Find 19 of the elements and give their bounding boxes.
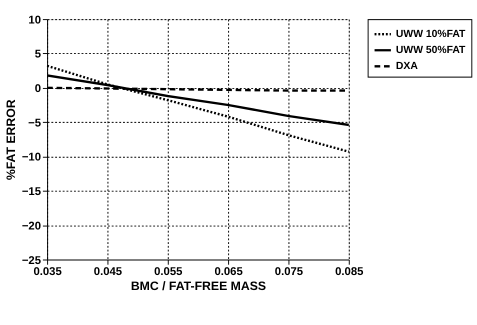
y-tick-label: −10 <box>22 152 42 164</box>
x-tick-label: 0.085 <box>335 266 364 278</box>
legend-label: UWW 50%FAT <box>396 45 466 56</box>
x-tick-label: 0.035 <box>33 266 62 278</box>
y-axis-title: %FAT ERROR <box>4 99 18 180</box>
y-tick-label: 5 <box>34 48 42 61</box>
legend-label: UWW 10%FAT <box>396 29 466 40</box>
y-tick-label: 0 <box>34 83 42 96</box>
y-tick-label: −15 <box>22 186 42 198</box>
y-tick-label: 10 <box>28 14 42 26</box>
x-tick-label: 0.065 <box>214 266 243 278</box>
legend-label: DXA <box>396 61 418 72</box>
x-tick-label: 0.055 <box>154 266 182 278</box>
x-tick-label: 0.045 <box>94 266 122 278</box>
y-tick-label: −20 <box>22 220 42 232</box>
x-axis-title: BMC / FAT-FREE MASS <box>130 279 266 294</box>
x-tick-label: 0.075 <box>274 266 304 278</box>
y-tick-label: −25 <box>22 254 42 267</box>
y-tick-label: −5 <box>28 117 42 130</box>
